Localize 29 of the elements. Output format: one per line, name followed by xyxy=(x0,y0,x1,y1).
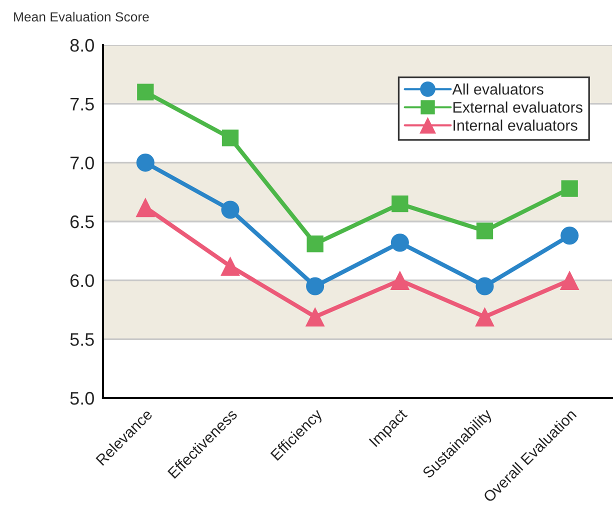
point xyxy=(475,307,494,327)
point xyxy=(560,270,580,290)
y-tick-label: 5.0 xyxy=(70,392,94,405)
point xyxy=(390,234,409,252)
point xyxy=(221,200,240,219)
point xyxy=(222,130,239,146)
point xyxy=(136,198,156,218)
point xyxy=(476,277,494,296)
y-tick-label: 6.5 xyxy=(70,215,94,228)
legend-label: External evaluators xyxy=(453,102,582,113)
point xyxy=(392,196,408,212)
y-tick-label: 7.5 xyxy=(70,98,94,111)
point xyxy=(390,270,410,290)
point xyxy=(137,84,154,100)
point xyxy=(220,256,240,276)
legend-label: Internal evaluators xyxy=(454,120,578,131)
y-tick-label: 5.5 xyxy=(70,333,94,346)
point xyxy=(561,180,578,197)
y-tick-label: 7.0 xyxy=(70,156,94,170)
point xyxy=(560,226,579,245)
point xyxy=(306,277,324,296)
y-tick-label: 8.0 xyxy=(70,38,94,52)
point xyxy=(476,222,494,240)
point xyxy=(305,307,325,327)
point xyxy=(306,236,324,252)
legend-label: All evaluators xyxy=(452,83,544,95)
point xyxy=(136,154,154,172)
y-tick-label: 6.0 xyxy=(70,274,94,288)
y-axis-title: Mean Evaluation Score xyxy=(14,12,149,22)
